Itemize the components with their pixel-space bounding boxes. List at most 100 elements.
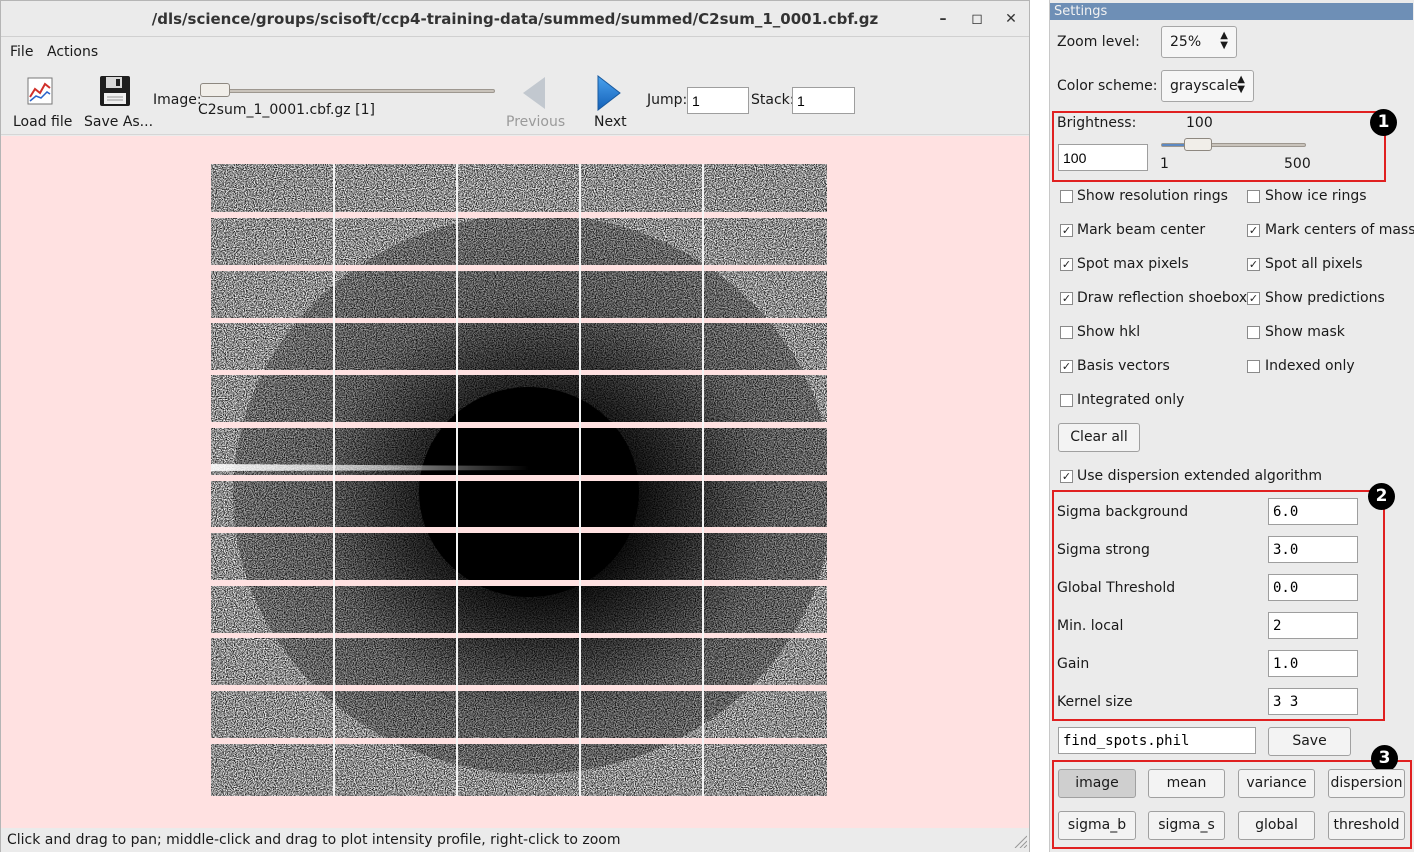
checkbox-label: Mark beam center bbox=[1077, 222, 1206, 238]
save-phil-button[interactable]: Save bbox=[1268, 727, 1351, 756]
checkbox-box[interactable]: ✓ bbox=[1060, 470, 1073, 483]
image-slider[interactable] bbox=[200, 89, 495, 93]
color-scheme-value: grayscale bbox=[1170, 78, 1238, 94]
status-bar: Click and drag to pan; middle-click and … bbox=[1, 828, 1029, 852]
settings-header: Settings bbox=[1050, 3, 1413, 20]
window-title: /dls/science/groups/scisoft/ccp4-trainin… bbox=[151, 10, 879, 28]
close-button[interactable]: ✕ bbox=[1005, 11, 1017, 27]
checkbox-box[interactable] bbox=[1060, 190, 1073, 203]
brightness-value: 100 bbox=[1186, 115, 1213, 131]
save-as-button[interactable]: Save As... bbox=[81, 71, 154, 133]
gain-input[interactable] bbox=[1268, 650, 1358, 677]
checkbox-box[interactable]: ✓ bbox=[1060, 292, 1073, 305]
param-label-min-local: Min. local bbox=[1057, 618, 1124, 634]
sigma-background-input[interactable] bbox=[1268, 498, 1358, 525]
checkbox-box[interactable] bbox=[1247, 360, 1260, 373]
chart-file-icon bbox=[27, 77, 53, 105]
checkbox-label: Show ice rings bbox=[1265, 188, 1367, 204]
stack-input[interactable] bbox=[792, 87, 855, 114]
modes-highlight-box bbox=[1052, 760, 1412, 849]
checkbox-label: Show predictions bbox=[1265, 290, 1385, 306]
toolbar: Load file Save As... Image: C2sum_1_0001… bbox=[1, 67, 1029, 135]
stack-label: Stack: bbox=[751, 92, 795, 108]
checkbox-label: Basis vectors bbox=[1077, 358, 1170, 374]
save-as-label: Save As... bbox=[84, 114, 154, 130]
checkbox-label: Spot max pixels bbox=[1077, 256, 1189, 272]
zoom-label: Zoom level: bbox=[1057, 34, 1140, 50]
sigma-strong-input[interactable] bbox=[1268, 536, 1358, 563]
checkbox-box[interactable] bbox=[1060, 326, 1073, 339]
checkbox-box[interactable] bbox=[1247, 190, 1260, 203]
brightness-highlight-box bbox=[1052, 111, 1386, 182]
marker-2: 2 bbox=[1368, 483, 1395, 510]
mode-sigma-s-button[interactable]: sigma_s bbox=[1148, 811, 1225, 840]
kernel-size-input[interactable] bbox=[1268, 688, 1358, 715]
global-threshold-input[interactable] bbox=[1268, 574, 1358, 601]
brightness-slider-fill bbox=[1162, 144, 1200, 146]
detector-image bbox=[211, 164, 827, 796]
image-canvas[interactable] bbox=[1, 136, 1029, 828]
checkbox-box[interactable]: ✓ bbox=[1247, 258, 1260, 271]
brightness-input[interactable] bbox=[1058, 144, 1148, 171]
maximize-button[interactable]: ◻ bbox=[971, 11, 983, 27]
mode-image-button[interactable]: image bbox=[1058, 769, 1136, 798]
arrow-right-icon bbox=[597, 75, 621, 111]
brightness-slider-handle[interactable] bbox=[1184, 138, 1213, 151]
next-label: Next bbox=[594, 114, 627, 130]
mode-dispersion-button[interactable]: dispersion bbox=[1328, 769, 1405, 798]
resize-grip-icon[interactable] bbox=[1011, 832, 1027, 848]
next-button[interactable]: Next bbox=[587, 71, 633, 133]
checkbox-box[interactable]: ✓ bbox=[1247, 292, 1260, 305]
mode-mean-button[interactable]: mean bbox=[1148, 769, 1225, 798]
checkbox-label: Mark centers of mass bbox=[1265, 222, 1414, 238]
menu-bar: File Actions bbox=[1, 38, 1029, 66]
previous-button[interactable]: Previous bbox=[501, 71, 565, 133]
mode-threshold-button[interactable]: threshold bbox=[1328, 811, 1405, 840]
marker-1: 1 bbox=[1370, 109, 1397, 136]
checkbox-box[interactable] bbox=[1247, 326, 1260, 339]
checkbox-box[interactable]: ✓ bbox=[1060, 258, 1073, 271]
param-label-sigma-strong: Sigma strong bbox=[1057, 542, 1150, 558]
mode-variance-button[interactable]: variance bbox=[1238, 769, 1315, 798]
jump-label: Jump: bbox=[647, 92, 688, 108]
image-name: C2sum_1_0001.cbf.gz [1] bbox=[198, 102, 375, 118]
brightness-min: 1 bbox=[1160, 156, 1169, 172]
menu-file[interactable]: File bbox=[10, 44, 34, 60]
spin-arrows-icon: ▲ ▼ bbox=[1220, 30, 1228, 51]
menu-actions[interactable]: Actions bbox=[47, 44, 99, 60]
image-viewer-window: /dls/science/groups/scisoft/ccp4-trainin… bbox=[0, 0, 1030, 852]
checkbox-label: Indexed only bbox=[1265, 358, 1355, 374]
load-file-button[interactable]: Load file bbox=[7, 71, 73, 133]
checkbox-label: Show hkl bbox=[1077, 324, 1141, 340]
checkbox-box[interactable]: ✓ bbox=[1060, 224, 1073, 237]
mode-global-button[interactable]: global bbox=[1238, 811, 1315, 840]
image-label: Image: bbox=[153, 92, 202, 108]
brightness-slider[interactable] bbox=[1161, 143, 1306, 147]
brightness-max: 500 bbox=[1284, 156, 1311, 172]
mode-sigma-b-button[interactable]: sigma_b bbox=[1058, 811, 1136, 840]
color-scheme-label: Color scheme: bbox=[1057, 78, 1158, 94]
checkbox-label: Show resolution rings bbox=[1077, 188, 1228, 204]
min-local-input[interactable] bbox=[1268, 612, 1358, 639]
checkbox-label: Use dispersion extended algorithm bbox=[1077, 468, 1323, 484]
zoom-value: 25% bbox=[1170, 34, 1202, 50]
zoom-level-select[interactable]: 25% ▲ ▼ bbox=[1161, 26, 1237, 58]
checkbox-box[interactable] bbox=[1060, 394, 1073, 407]
jump-input[interactable] bbox=[687, 87, 749, 114]
minimize-button[interactable]: – bbox=[939, 11, 947, 27]
checkbox-box[interactable]: ✓ bbox=[1247, 224, 1260, 237]
color-scheme-select[interactable]: grayscale ▲ ▼ bbox=[1161, 70, 1254, 102]
image-slider-handle[interactable] bbox=[200, 83, 230, 97]
title-bar: /dls/science/groups/scisoft/ccp4-trainin… bbox=[1, 1, 1029, 37]
phil-file-input[interactable] bbox=[1058, 727, 1256, 754]
marker-3: 3 bbox=[1371, 745, 1398, 772]
status-text: Click and drag to pan; middle-click and … bbox=[7, 832, 621, 848]
load-file-label: Load file bbox=[13, 114, 73, 130]
param-label-sigma-background: Sigma background bbox=[1057, 504, 1189, 520]
checkbox-label: Draw reflection shoebox bbox=[1077, 290, 1248, 306]
checkbox-label: Show mask bbox=[1265, 324, 1345, 340]
diffraction-pattern bbox=[211, 164, 827, 796]
checkbox-box[interactable]: ✓ bbox=[1060, 360, 1073, 373]
clear-all-button[interactable]: Clear all bbox=[1058, 423, 1140, 452]
param-label-global-threshold: Global Threshold bbox=[1057, 580, 1176, 596]
